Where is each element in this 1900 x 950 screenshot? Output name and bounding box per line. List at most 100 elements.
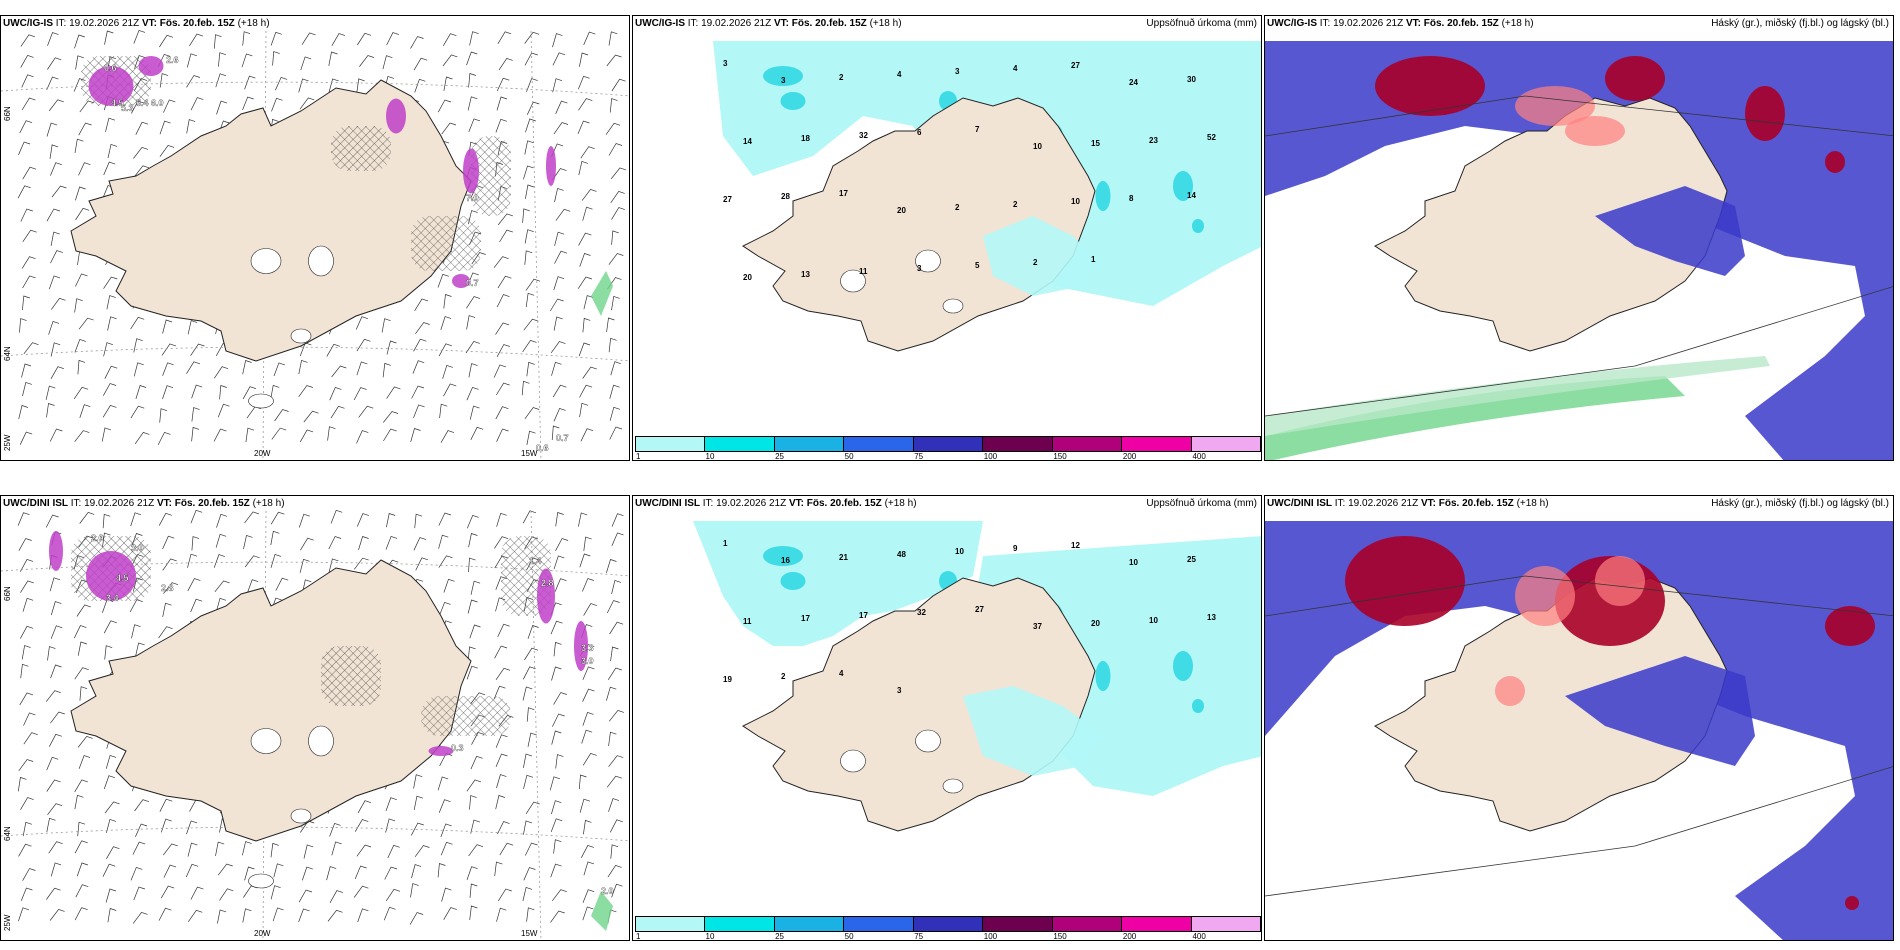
wind-barb	[469, 883, 478, 898]
precip-band-light	[1265, 356, 1770, 436]
snow-area	[463, 148, 479, 194]
wind-barb	[107, 143, 118, 159]
wind-barb	[552, 33, 563, 48]
wind-barb	[106, 818, 117, 833]
colorbar-box	[774, 437, 845, 451]
wind-barb	[215, 841, 225, 856]
panel-header: UWC/DINI ISL IT: 19.02.2026 21Z VT: Fös.…	[635, 498, 917, 509]
wind-barb	[104, 645, 113, 660]
cloud-value-label: 5.4	[136, 98, 149, 108]
wind-barb	[187, 578, 201, 592]
wind-barb	[582, 711, 594, 726]
wind-barb	[162, 558, 177, 571]
wind-barb	[578, 232, 592, 246]
wind-barb	[216, 100, 228, 115]
snow-area	[546, 146, 556, 186]
wind-barb	[469, 795, 477, 810]
wind-barb	[76, 862, 89, 877]
wind-barb	[582, 889, 595, 903]
wind-barb	[549, 776, 561, 791]
wind-barb	[300, 537, 314, 551]
wind-barb	[244, 555, 260, 568]
wind-barb	[439, 403, 448, 419]
wind-barb	[494, 645, 508, 659]
wind-barb	[76, 604, 91, 617]
wind-barb	[609, 384, 620, 399]
wind-barb	[75, 884, 89, 898]
wind-barb	[578, 98, 593, 111]
wind-barb	[21, 256, 36, 269]
wind-barb	[554, 250, 568, 264]
init-time: IT: 19.02.2026 21Z	[55, 18, 140, 29]
wind-barb	[159, 73, 169, 88]
wind-barb	[186, 53, 198, 68]
snow-area	[386, 98, 406, 134]
lon-label-20w: 20W	[254, 449, 271, 458]
wind-barb	[48, 275, 61, 290]
wind-barb	[470, 755, 483, 770]
wind-barb	[133, 338, 143, 353]
wind-barb	[74, 840, 88, 854]
precip-value-label: 32	[917, 608, 926, 617]
wind-barb	[607, 667, 622, 680]
wind-barb	[496, 428, 509, 442]
wind-barb	[191, 384, 203, 399]
wind-barb	[20, 797, 34, 810]
init-time: IT: 19.02.2026 21Z	[70, 498, 155, 509]
wind-barb	[356, 361, 368, 376]
wind-barb	[51, 297, 66, 310]
wind-barb	[20, 208, 33, 222]
wind-barb	[50, 625, 63, 639]
wind-barb	[50, 601, 62, 616]
wind-barb	[499, 229, 514, 243]
colorbar-box	[636, 917, 706, 931]
wind-barb	[18, 907, 30, 922]
wind-barb	[467, 96, 478, 111]
lead-time: (+18 h)	[252, 498, 285, 509]
wind-barb	[608, 798, 620, 812]
wind-barb	[163, 99, 176, 113]
colorbar-tick: 10	[705, 932, 715, 941]
wind-barb	[50, 711, 65, 724]
wind-barb	[438, 534, 449, 549]
wind-barb	[75, 55, 84, 70]
colorbar-tick: 400	[1192, 932, 1206, 941]
wind-barb	[383, 906, 396, 921]
wind-barb	[496, 344, 510, 357]
wind-barb	[48, 99, 64, 112]
wind-barb	[301, 32, 316, 45]
wind-barb	[440, 316, 452, 331]
snow-area	[86, 551, 136, 601]
precip-value-label: 1	[1091, 255, 1096, 264]
wind-barb	[607, 864, 622, 878]
wind-barb	[553, 407, 566, 422]
wind-barb	[46, 779, 61, 792]
precip-value-label: 25	[1187, 555, 1196, 564]
precip-value-label: 8	[1129, 194, 1134, 203]
wind-barb	[104, 365, 118, 379]
precip-value-label: 10	[1149, 616, 1158, 625]
init-time: IT: 19.02.2026 21Z	[702, 498, 787, 509]
wind-barb	[270, 511, 285, 525]
precip-value-label: 14	[743, 137, 752, 146]
wind-barb	[385, 535, 398, 550]
wind-barb	[46, 756, 59, 771]
lead-time: (+18 h)	[1516, 498, 1549, 509]
wind-barb	[219, 385, 227, 400]
wind-barb	[582, 752, 597, 766]
wind-barb	[441, 887, 452, 902]
wind-barb	[273, 362, 286, 377]
wind-barb	[581, 188, 597, 201]
wind-barb	[107, 908, 117, 923]
wind-barb	[554, 578, 567, 592]
wind-barb	[525, 278, 541, 291]
wind-barb	[413, 795, 424, 810]
wind-barb	[74, 667, 89, 680]
wind-barb	[77, 735, 93, 748]
wind-barb	[553, 555, 565, 570]
wind-barb	[496, 774, 507, 789]
wind-barb	[270, 31, 282, 46]
wind-barb	[130, 512, 142, 527]
wind-barb	[19, 692, 34, 706]
wind-barb	[555, 512, 564, 527]
